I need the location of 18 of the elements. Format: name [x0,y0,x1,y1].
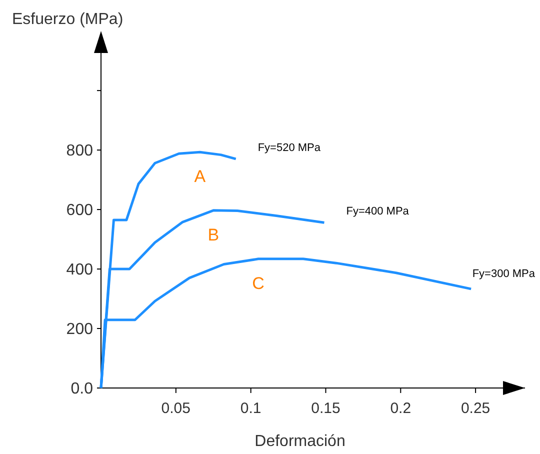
series-label: A [194,167,206,186]
series-label: B [208,225,220,244]
y-tick-label: 400 [66,262,94,279]
x-tick-label: 0.25 [460,400,490,417]
x-tick-label: 0.2 [390,400,412,417]
y-tick-label: 200 [66,321,94,338]
x-tick-label: 0.1 [240,400,262,417]
x-tick-label: 0.05 [161,400,191,417]
y-tick-label: 800 [66,142,94,160]
annotation: Fy=400 MPa [346,205,410,218]
annotation: Fy=300 MPa [472,268,536,280]
series-label: C [252,274,264,293]
x-axis-title: Deformación [254,433,346,450]
y-tick-label: 600 [66,202,94,220]
y-tick-label: 0.0 [70,380,94,398]
y-axis-title: Esfuerzo (MPa) [12,11,124,28]
x-tick-label: 0.15 [311,400,340,417]
annotation: Fy=520 MPa [258,142,322,154]
